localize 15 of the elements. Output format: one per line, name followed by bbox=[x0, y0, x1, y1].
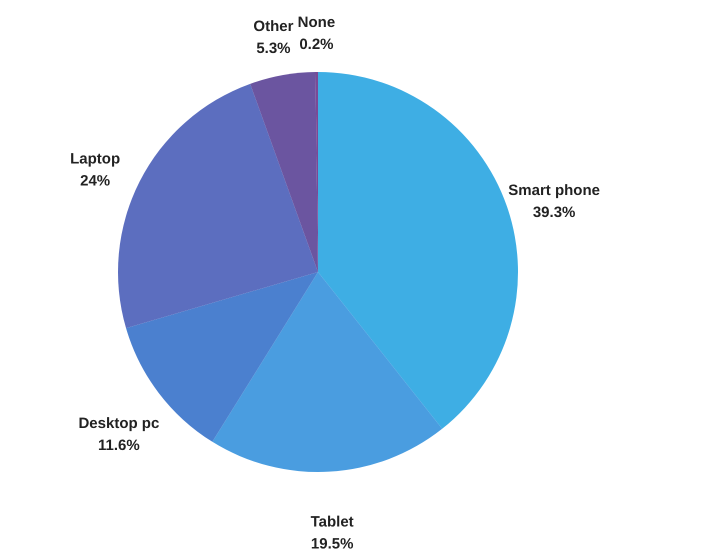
pie-slice bbox=[250, 72, 318, 272]
data-label: 11.6% bbox=[98, 437, 140, 454]
pie-slice bbox=[118, 84, 318, 328]
slice-label: Desktop pc bbox=[78, 415, 160, 432]
slice-label: Other bbox=[253, 18, 294, 36]
data-label: 24% bbox=[80, 172, 110, 190]
slice-label: None bbox=[298, 14, 336, 32]
data-label: 19.5% bbox=[310, 536, 354, 553]
slice-label: Laptop bbox=[70, 150, 120, 168]
slice-label: Tablet bbox=[310, 514, 354, 531]
data-label: 5.3% bbox=[256, 40, 291, 58]
data-label: 39.3% bbox=[532, 204, 576, 221]
slice-label: Smart phone bbox=[508, 182, 600, 199]
data-label: 0.2% bbox=[299, 36, 334, 54]
pie-slice bbox=[212, 272, 442, 472]
